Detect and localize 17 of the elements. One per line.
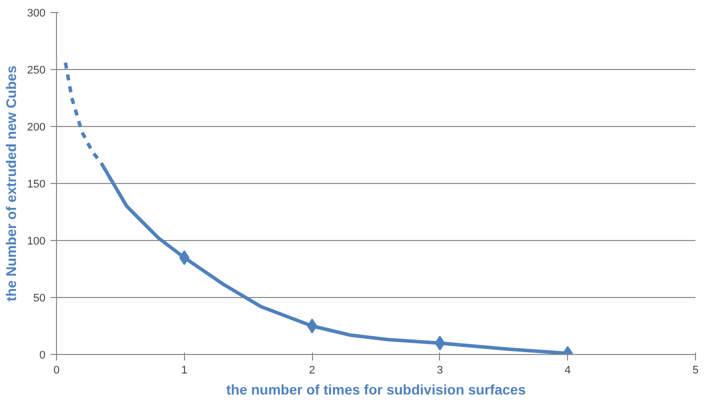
point [306,318,318,334]
x-tick-label: 5 [692,364,699,376]
point [434,336,446,351]
x-tick-label: 2 [309,364,316,376]
x-tick-label: 4 [564,364,571,376]
y-tick-label: 150 [27,178,46,190]
y-tick-label: 250 [27,64,46,76]
x-tick-label: 3 [436,364,443,376]
x-tick-label: 0 [53,364,60,376]
y-tick-label: 300 [27,8,46,20]
y-tick-label: 50 [33,292,46,304]
y-tick-label: 200 [27,122,46,134]
x-tick-label: 1 [181,364,188,376]
y-tick-label: 100 [27,236,46,248]
y-axis-title: the Number of extruded new Cubes [3,65,20,302]
y-tick-label: 0 [39,350,46,362]
x-axis-title: the number of times for subdivision surfaces [226,382,526,398]
